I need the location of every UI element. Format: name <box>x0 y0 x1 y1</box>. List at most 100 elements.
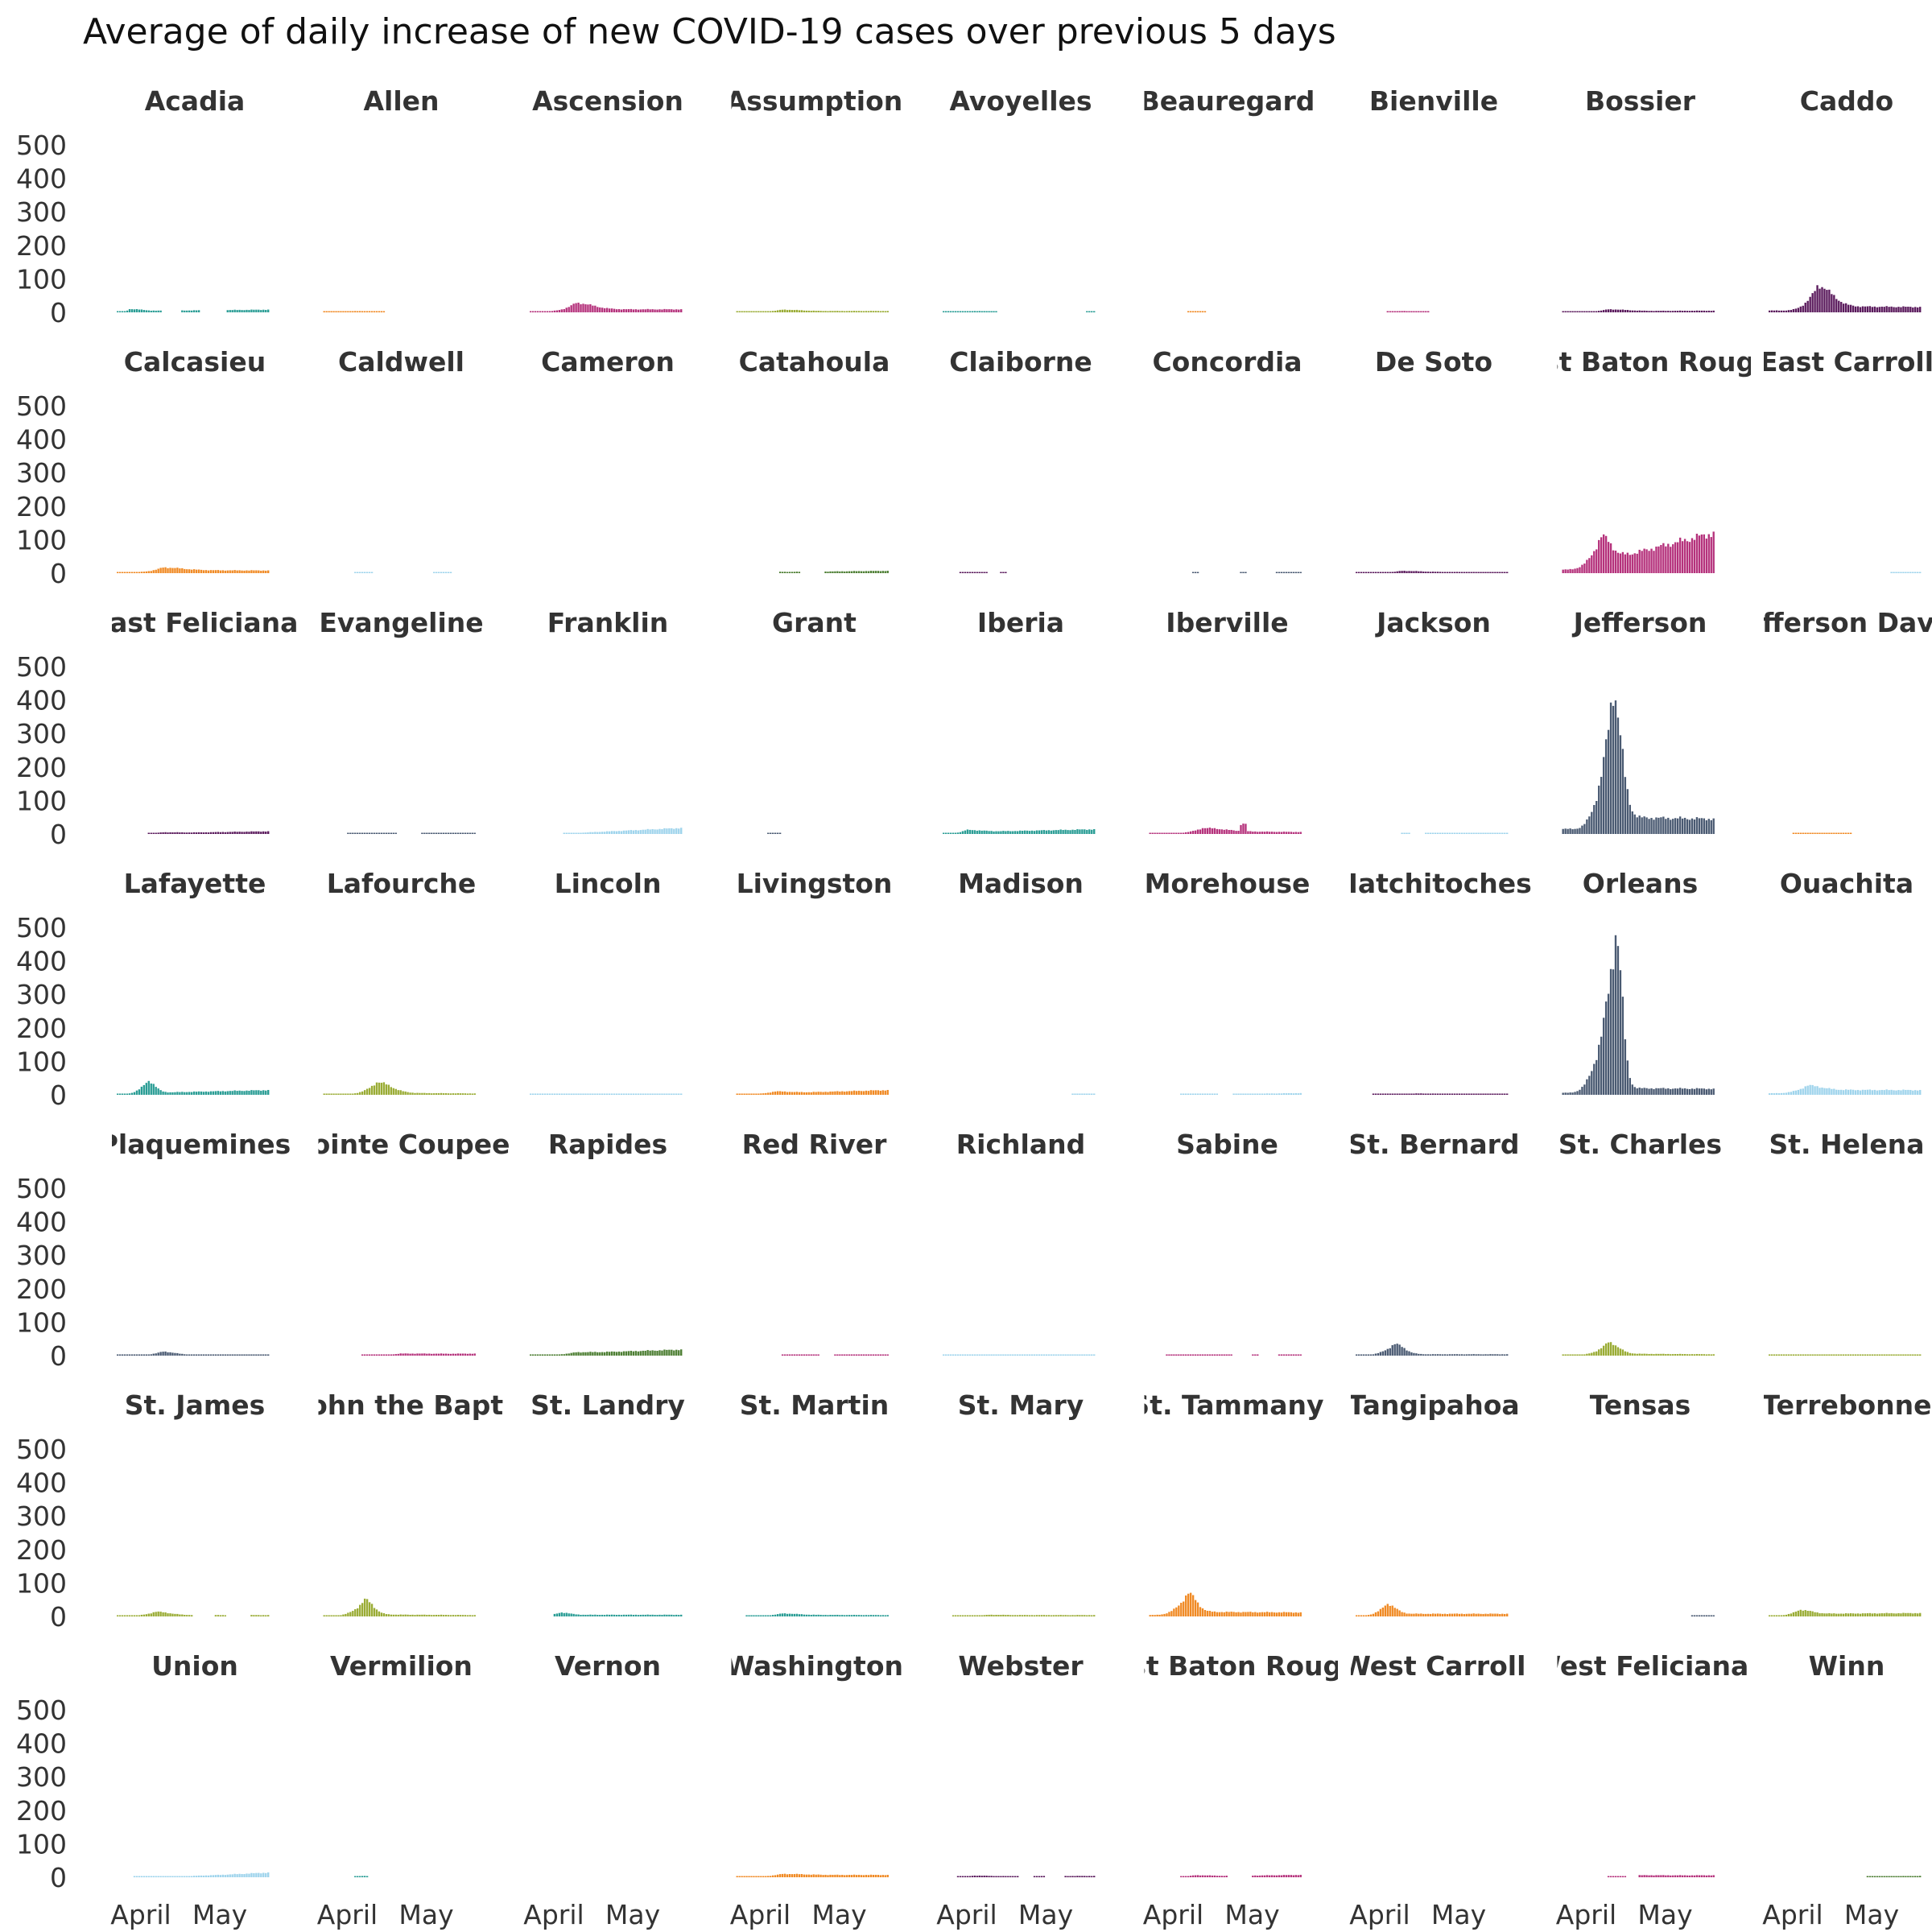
bar <box>1494 832 1496 834</box>
bar <box>1427 1354 1430 1356</box>
bar <box>1292 1354 1294 1356</box>
bar <box>800 1614 803 1616</box>
bar <box>466 832 469 834</box>
bar <box>221 832 224 834</box>
bar <box>1285 832 1288 834</box>
x-tick-label: April <box>523 1899 584 1930</box>
bar <box>1045 830 1048 834</box>
bar <box>337 311 340 312</box>
bar <box>1907 572 1909 573</box>
bar <box>1175 832 1178 834</box>
bar <box>159 568 162 573</box>
panel-caddo: Caddo <box>1769 85 1922 312</box>
bar <box>594 1352 597 1356</box>
bar <box>1880 1089 1883 1095</box>
bar <box>1604 1001 1608 1095</box>
bar <box>1626 310 1629 312</box>
bar <box>1821 287 1823 312</box>
bar <box>971 1876 973 1877</box>
bar <box>1688 311 1691 312</box>
bar <box>1828 289 1831 312</box>
bar <box>236 1354 238 1356</box>
bar <box>1710 1615 1712 1616</box>
panel-concordia: Concordia <box>1152 346 1302 573</box>
bar <box>1600 1036 1603 1095</box>
bar <box>1374 1093 1377 1095</box>
bar <box>1081 1876 1084 1877</box>
bar <box>428 1614 431 1616</box>
bar <box>1873 1613 1876 1616</box>
bar <box>971 830 973 834</box>
bar <box>555 1354 559 1356</box>
bar <box>1230 829 1232 834</box>
bar <box>1091 1876 1093 1877</box>
bar <box>1189 311 1192 312</box>
bar <box>1660 1353 1662 1356</box>
bar <box>584 832 587 834</box>
bar <box>577 1614 580 1616</box>
bar <box>572 1093 575 1095</box>
bar <box>848 1091 851 1095</box>
bar <box>179 1092 181 1095</box>
bar <box>1806 1354 1809 1356</box>
bar <box>952 1354 955 1356</box>
bar <box>419 1614 421 1616</box>
bar <box>539 1093 542 1095</box>
bar <box>219 1354 222 1356</box>
bar <box>1686 1875 1689 1877</box>
bar <box>1425 311 1427 312</box>
bar <box>217 570 220 573</box>
bar <box>1149 832 1151 834</box>
bar <box>361 1603 364 1616</box>
bar <box>822 1615 824 1616</box>
bar <box>176 1876 179 1877</box>
bar <box>1777 1615 1781 1616</box>
bar <box>1698 310 1701 312</box>
bar <box>1254 1354 1257 1356</box>
bar <box>1468 572 1470 573</box>
bar <box>741 1093 743 1095</box>
bar <box>1705 539 1707 573</box>
bar <box>262 570 265 573</box>
bar <box>1804 832 1806 834</box>
bar <box>1000 831 1002 834</box>
bar <box>1396 571 1398 573</box>
bar <box>1799 1088 1802 1095</box>
y-tick-label: 200 <box>16 1274 67 1305</box>
bar <box>224 1354 226 1356</box>
bar <box>1693 1088 1696 1095</box>
bar <box>834 311 836 312</box>
bar <box>560 309 563 312</box>
bar <box>167 1092 169 1095</box>
bar <box>776 1091 779 1095</box>
bar <box>323 1615 325 1616</box>
bar <box>1076 829 1079 834</box>
bar <box>767 1876 770 1877</box>
bar <box>246 1354 248 1356</box>
bar <box>867 1615 870 1616</box>
bar <box>836 1091 839 1095</box>
bar <box>368 311 371 312</box>
panel-vermilion: Vermilion <box>330 1650 473 1877</box>
bar <box>1893 1090 1895 1095</box>
bar <box>1506 572 1509 573</box>
bar <box>265 1615 267 1616</box>
bar <box>844 311 846 312</box>
bar <box>1290 1875 1293 1877</box>
bar <box>459 832 462 834</box>
bar <box>644 829 646 834</box>
bar <box>1809 832 1811 834</box>
bar <box>1895 307 1897 312</box>
bar <box>1655 1353 1657 1356</box>
bar <box>1278 1093 1281 1095</box>
bar <box>1602 1345 1605 1356</box>
bar <box>1710 819 1712 834</box>
bar <box>879 311 881 312</box>
bar <box>1059 1354 1062 1356</box>
bar <box>224 832 226 834</box>
bar <box>473 1093 476 1095</box>
bar <box>265 832 267 834</box>
bar <box>1775 310 1778 312</box>
y-tick-label: 300 <box>16 196 67 228</box>
bar <box>1690 310 1694 312</box>
